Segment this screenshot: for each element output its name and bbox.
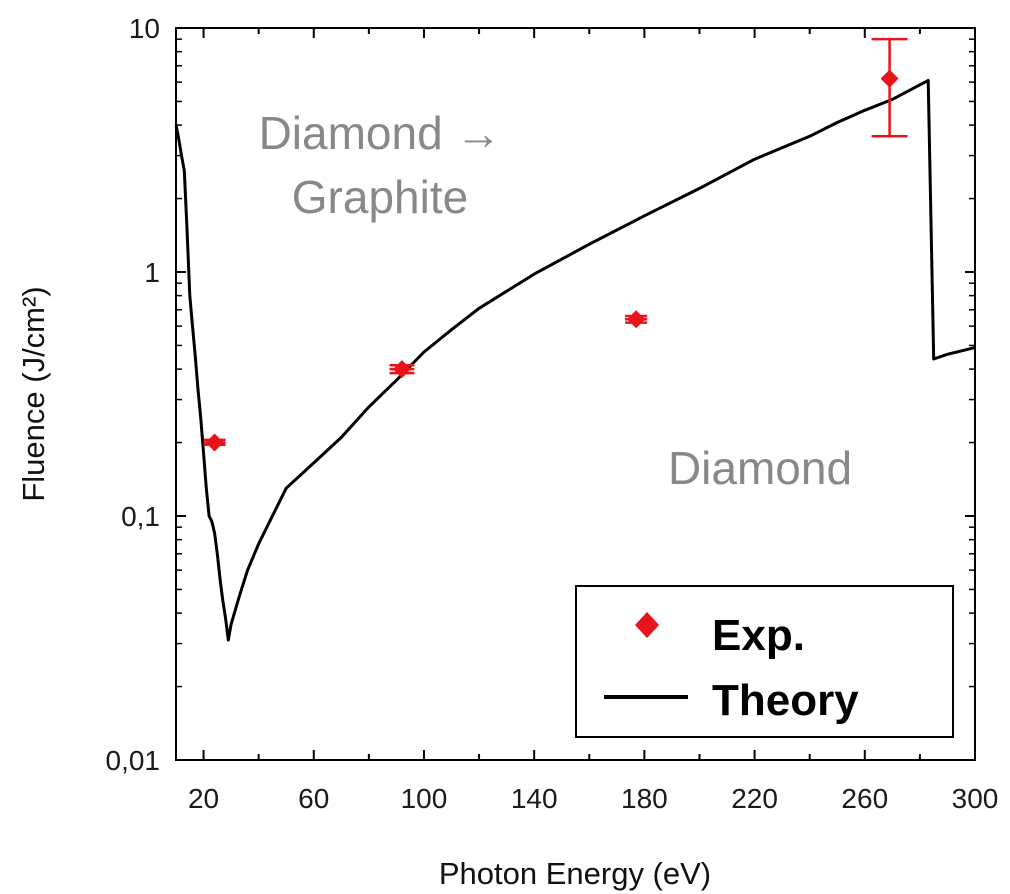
legend: Exp. Theory bbox=[575, 585, 954, 738]
legend-box bbox=[575, 585, 954, 738]
exp-data-point bbox=[389, 360, 415, 379]
x-tick-label: 100 bbox=[401, 783, 448, 814]
legend-exp-marker bbox=[635, 612, 659, 638]
x-tick-label: 220 bbox=[731, 783, 778, 814]
y-tick-labels: 0,01 0,1 1 10 bbox=[106, 13, 161, 776]
theory-series-line bbox=[174, 78, 976, 642]
y-tick-label: 0,1 bbox=[121, 501, 160, 532]
y-tick-label: 1 bbox=[144, 257, 160, 288]
y-tick-label: 10 bbox=[129, 13, 160, 44]
region-label-lower: Diamond bbox=[668, 442, 852, 494]
plot-frame bbox=[175, 27, 976, 761]
exp-data-point bbox=[203, 433, 226, 452]
y-tick-label: 0,01 bbox=[106, 745, 161, 776]
region-label-upper-line2: Graphite bbox=[292, 171, 468, 223]
exp-data-point bbox=[625, 310, 648, 329]
exp-data-point bbox=[871, 37, 908, 138]
exp-marker bbox=[205, 433, 224, 452]
x-axis-title: Photon Energy (eV) bbox=[439, 856, 711, 891]
legend-exp-label: Exp. bbox=[712, 611, 805, 660]
exp-marker bbox=[880, 69, 899, 88]
exp-marker bbox=[627, 310, 646, 329]
x-tick-label: 140 bbox=[511, 783, 558, 814]
x-tick-label: 60 bbox=[298, 783, 329, 814]
exp-marker bbox=[392, 360, 411, 379]
x-tick-labels: 20 60 100 140 180 220 260 300 bbox=[188, 783, 998, 814]
x-tick-label: 260 bbox=[841, 783, 888, 814]
region-label-upper-line1: Diamond → bbox=[259, 107, 502, 159]
y-axis-title: Fluence (J/cm²) bbox=[16, 286, 51, 501]
x-tick-label: 300 bbox=[952, 783, 999, 814]
x-tick-label: 180 bbox=[621, 783, 668, 814]
exp-series bbox=[203, 37, 908, 452]
x-tick-label: 20 bbox=[188, 783, 219, 814]
axis-ticks bbox=[176, 27, 976, 761]
legend-theory-label: Theory bbox=[712, 676, 859, 725]
